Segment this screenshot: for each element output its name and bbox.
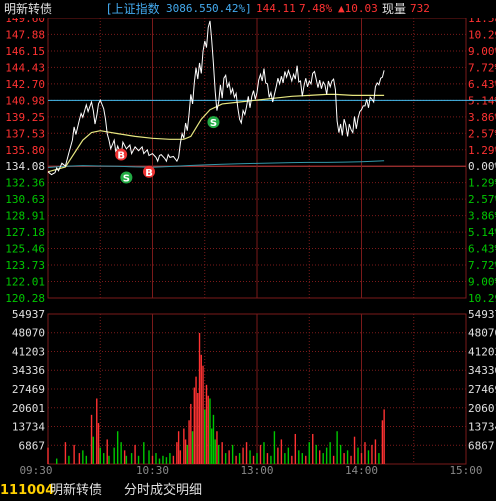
percent-tick-label: 7.72% bbox=[468, 259, 496, 272]
price-tick-label: 134.08 bbox=[5, 160, 45, 173]
volume-tick-label: 48070 bbox=[468, 327, 496, 340]
change-percent: 7.48% bbox=[299, 2, 333, 15]
volume-tick-label: 20601 bbox=[468, 402, 496, 415]
percent-tick-label: 3.86% bbox=[468, 210, 496, 223]
quote-header: 明新转债 [上证指数 3086.55 0.42%] 144.11 7.48% ▲… bbox=[0, 0, 496, 18]
percent-tick-label: 1.29% bbox=[468, 177, 496, 190]
index-label[interactable]: [上证指数 bbox=[107, 2, 160, 16]
percent-axis: 11.58% 10.29% 9.00% 7.72% 6.43% 5.14% 3.86% 2.5… bbox=[468, 18, 496, 305]
percent-tick-label: 5.14% bbox=[468, 226, 496, 239]
percent-tick-label: 6.43% bbox=[468, 78, 496, 91]
volume-tick-label: 54937 bbox=[468, 308, 496, 321]
price-tick-label: 140.98 bbox=[5, 94, 45, 107]
security-code: 111004 bbox=[0, 483, 55, 498]
price-tick-label: 132.36 bbox=[5, 177, 45, 190]
percent-tick-label: 1.29% bbox=[468, 144, 496, 157]
price-tick-label: 137.53 bbox=[5, 127, 45, 140]
volume-axis: 54937 54937 48070 48070 41203 41203 34336 34336… bbox=[12, 308, 496, 452]
price-tick-label: 130.63 bbox=[5, 193, 45, 206]
tick-detail-tab[interactable]: 分时成交明细 bbox=[124, 483, 203, 498]
trade-marker-label: B bbox=[117, 151, 125, 162]
index-value: 3086.55 bbox=[166, 2, 213, 15]
index-change-pct: 0.42%] bbox=[212, 2, 252, 15]
price-tick-label: 122.01 bbox=[5, 275, 45, 288]
sell-marker bbox=[120, 171, 133, 184]
price-tick-label: 147.88 bbox=[5, 28, 45, 41]
volume-bars bbox=[47, 332, 385, 464]
time-tick-label: 13:00 bbox=[240, 464, 273, 477]
security-name: 明新转债 bbox=[4, 2, 53, 16]
trade-marker-label: S bbox=[123, 173, 130, 184]
percent-tick-label: 10.29% bbox=[468, 292, 496, 305]
time-axis: 09:30 10:30 13:00 14:00 15:00 bbox=[19, 464, 482, 477]
price-tick-label: 125.46 bbox=[5, 243, 45, 256]
percent-tick-label: 6.43% bbox=[468, 243, 496, 256]
price-tick-label: 123.73 bbox=[5, 259, 45, 272]
percent-tick-label: 0.00% bbox=[468, 160, 496, 173]
volume-tick-label: 27469 bbox=[12, 383, 45, 396]
trade-marker-label: B bbox=[145, 168, 153, 179]
footer-security-name: 明新转债 bbox=[50, 483, 103, 498]
percent-tick-label: 9.00% bbox=[468, 275, 496, 288]
current-volume-label: 现量 bbox=[382, 2, 407, 16]
buy-marker bbox=[115, 148, 128, 161]
sell-marker bbox=[207, 116, 220, 129]
average-price-line bbox=[47, 93, 385, 173]
percent-tick-label: 7.72% bbox=[468, 61, 496, 74]
price-tick-label: 128.91 bbox=[5, 210, 45, 223]
price-tick-label: 149.60 bbox=[5, 18, 45, 25]
volume-tick-label: 6867 bbox=[19, 439, 46, 452]
price-tick-label: 135.80 bbox=[5, 144, 45, 157]
percent-tick-label: 10.29% bbox=[468, 28, 496, 41]
volume-tick-label: 41203 bbox=[468, 345, 496, 358]
price-axis: 149.60 147.88 146.15 144.43 142.70 140.98 139.… bbox=[5, 18, 45, 305]
price-tick-label: 120.28 bbox=[5, 292, 45, 305]
price-lines bbox=[47, 20, 496, 176]
volume-tick-label: 13734 bbox=[468, 421, 496, 434]
time-tick-label: 09:30 bbox=[19, 464, 52, 477]
percent-tick-label: 2.57% bbox=[468, 127, 496, 140]
price-tick-label: 127.18 bbox=[5, 226, 45, 239]
index-line bbox=[47, 160, 385, 168]
buy-marker bbox=[143, 165, 156, 178]
percent-tick-label: 2.57% bbox=[468, 193, 496, 206]
volume-tick-label: 20601 bbox=[12, 402, 45, 415]
price-tick-label: 142.70 bbox=[5, 78, 45, 91]
change-amount: ▲10.03 bbox=[338, 2, 378, 15]
price-tick-label: 146.15 bbox=[5, 45, 45, 58]
time-tick-label: 14:00 bbox=[345, 464, 378, 477]
volume-tick-label: 54937 bbox=[12, 308, 45, 321]
current-volume-value: 732 bbox=[410, 2, 430, 15]
volume-tick-label: 27469 bbox=[468, 383, 496, 396]
price-tick-label: 144.43 bbox=[5, 61, 45, 74]
last-price: 144.11 bbox=[256, 2, 296, 15]
volume-tick-label: 34336 bbox=[468, 364, 496, 377]
volume-tick-label: 41203 bbox=[12, 345, 45, 358]
volume-tick-label: 48070 bbox=[12, 327, 45, 340]
price-tick-label: 139.25 bbox=[5, 111, 45, 124]
intraday-chart[interactable]: 149.60 147.88 146.15 144.43 142.70 140.98 139.… bbox=[0, 18, 496, 481]
volume-tick-label: 34336 bbox=[12, 364, 45, 377]
percent-tick-label: 9.00% bbox=[468, 45, 496, 58]
volume-tick-label: 6867 bbox=[468, 439, 495, 452]
percent-tick-label: 3.86% bbox=[468, 111, 496, 124]
chart-grid bbox=[47, 18, 467, 465]
trade-marker-label: S bbox=[210, 118, 217, 129]
price-line bbox=[47, 20, 385, 176]
time-tick-label: 10:30 bbox=[136, 464, 169, 477]
time-tick-label: 15:00 bbox=[449, 464, 482, 477]
percent-tick-label: 11.58% bbox=[468, 18, 496, 25]
status-footer: 111004 明新转债 分时成交明细 bbox=[0, 481, 496, 501]
volume-tick-label: 13734 bbox=[12, 421, 45, 434]
